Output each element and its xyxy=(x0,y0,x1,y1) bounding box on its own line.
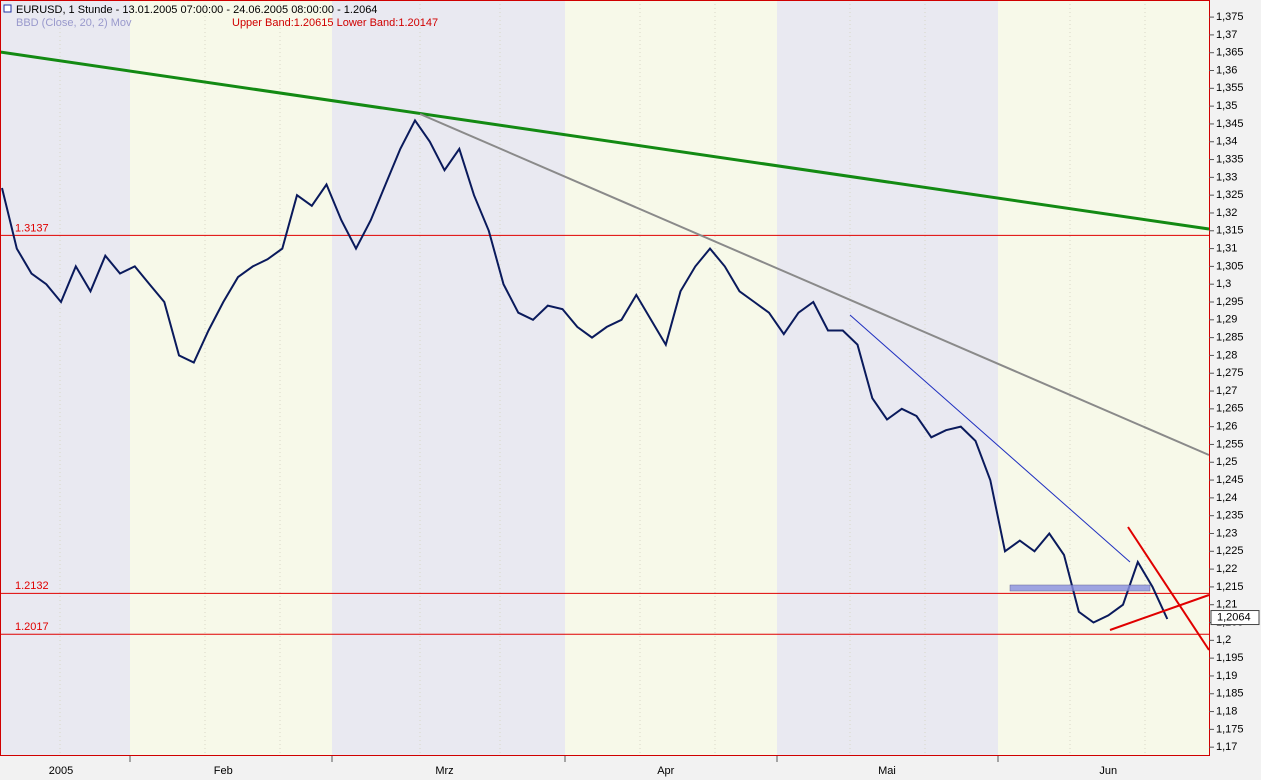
y-tick-label: 1,32 xyxy=(1216,207,1237,219)
y-tick-label: 1,215 xyxy=(1216,581,1244,593)
y-tick-label: 1,325 xyxy=(1216,189,1244,201)
y-tick-label: 1,2 xyxy=(1216,634,1231,646)
y-tick-label: 1,295 xyxy=(1216,296,1244,308)
h-line-label: 1.2017 xyxy=(15,621,49,633)
x-tick-label: Mai xyxy=(878,765,896,777)
last-value-box xyxy=(1210,610,1260,626)
y-tick-label: 1,26 xyxy=(1216,421,1237,433)
y-tick-label: 1,255 xyxy=(1216,438,1244,450)
y-tick-label: 1,35 xyxy=(1216,100,1237,112)
y-tick-label: 1,245 xyxy=(1216,474,1244,486)
x-axis-strip xyxy=(0,756,1209,780)
trend-line xyxy=(0,50,1210,231)
y-tick-label: 1,3 xyxy=(1216,278,1231,290)
y-tick-label: 1,34 xyxy=(1216,136,1237,148)
annotation: Upper Band:1.20615 Lower Band:1.20147 xyxy=(232,17,438,29)
y-tick-label: 1,175 xyxy=(1216,723,1244,735)
y-tick-label: 1,29 xyxy=(1216,314,1237,326)
y-tick-label: 1,27 xyxy=(1216,385,1237,397)
month-band xyxy=(0,0,130,755)
trend-line xyxy=(1127,526,1210,651)
trend-line xyxy=(419,113,1210,456)
x-tick-label: Mrz xyxy=(435,765,453,777)
y-tick-label: 1,305 xyxy=(1216,260,1244,272)
chart-title: EURUSD, 1 Stunde - 13.01.2005 07:00:00 -… xyxy=(16,4,377,16)
y-tick-label: 1,22 xyxy=(1216,563,1237,575)
y-tick-label: 1,275 xyxy=(1216,367,1244,379)
month-band xyxy=(998,0,1209,755)
y-tick-label: 1,33 xyxy=(1216,171,1237,183)
h-line-label: 1.3137 xyxy=(15,222,49,234)
y-tick-label: 1,365 xyxy=(1216,47,1244,59)
y-tick-label: 1,315 xyxy=(1216,225,1244,237)
month-band xyxy=(130,0,332,755)
y-tick-label: 1,17 xyxy=(1216,741,1237,753)
last-value-label: 1,2064 xyxy=(1217,611,1251,623)
icon xyxy=(3,4,12,13)
y-tick-label: 1,31 xyxy=(1216,242,1237,254)
y-tick-label: 1,36 xyxy=(1216,64,1237,76)
trend-line xyxy=(849,314,1131,563)
zone-box xyxy=(1009,584,1151,592)
y-tick-label: 1,355 xyxy=(1216,82,1244,94)
y-tick-label: 1,18 xyxy=(1216,705,1237,717)
x-tick-label: Apr xyxy=(657,765,674,777)
plot-border xyxy=(0,0,1210,756)
y-tick-label: 1,185 xyxy=(1216,688,1244,700)
y-tick-label: 1,195 xyxy=(1216,652,1244,664)
y-tick-label: 1,335 xyxy=(1216,153,1244,165)
chart-subtitle: BBD (Close, 20, 2) Mov xyxy=(16,17,132,29)
x-tick-label: Feb xyxy=(214,765,233,777)
h-line-label: 1.2132 xyxy=(15,580,49,592)
trend-line xyxy=(1109,594,1210,631)
y-tick-label: 1,345 xyxy=(1216,118,1244,130)
price-line xyxy=(1,118,1169,624)
y-tick-label: 1,285 xyxy=(1216,332,1244,344)
month-band xyxy=(332,0,565,755)
month-band xyxy=(777,0,998,755)
y-tick-label: 1,25 xyxy=(1216,456,1237,468)
x-tick-label: Jun xyxy=(1099,765,1117,777)
y-tick-label: 1,23 xyxy=(1216,527,1237,539)
y-tick-label: 1,225 xyxy=(1216,545,1244,557)
y-tick-label: 1,21 xyxy=(1216,599,1237,611)
month-band xyxy=(565,0,777,755)
y-tick-label: 1,37 xyxy=(1216,29,1237,41)
y-tick-label: 1,375 xyxy=(1216,11,1244,23)
x-tick-marks xyxy=(129,756,999,762)
y-axis-strip xyxy=(1209,0,1261,780)
y-tick-label: 1,235 xyxy=(1216,510,1244,522)
y-tick-label: 1,265 xyxy=(1216,403,1244,415)
y-tick-label: 1,19 xyxy=(1216,670,1237,682)
y-tick-label: 1,24 xyxy=(1216,492,1237,504)
x-tick-label: 2005 xyxy=(49,765,73,777)
y-tick-label: 1,28 xyxy=(1216,349,1237,361)
